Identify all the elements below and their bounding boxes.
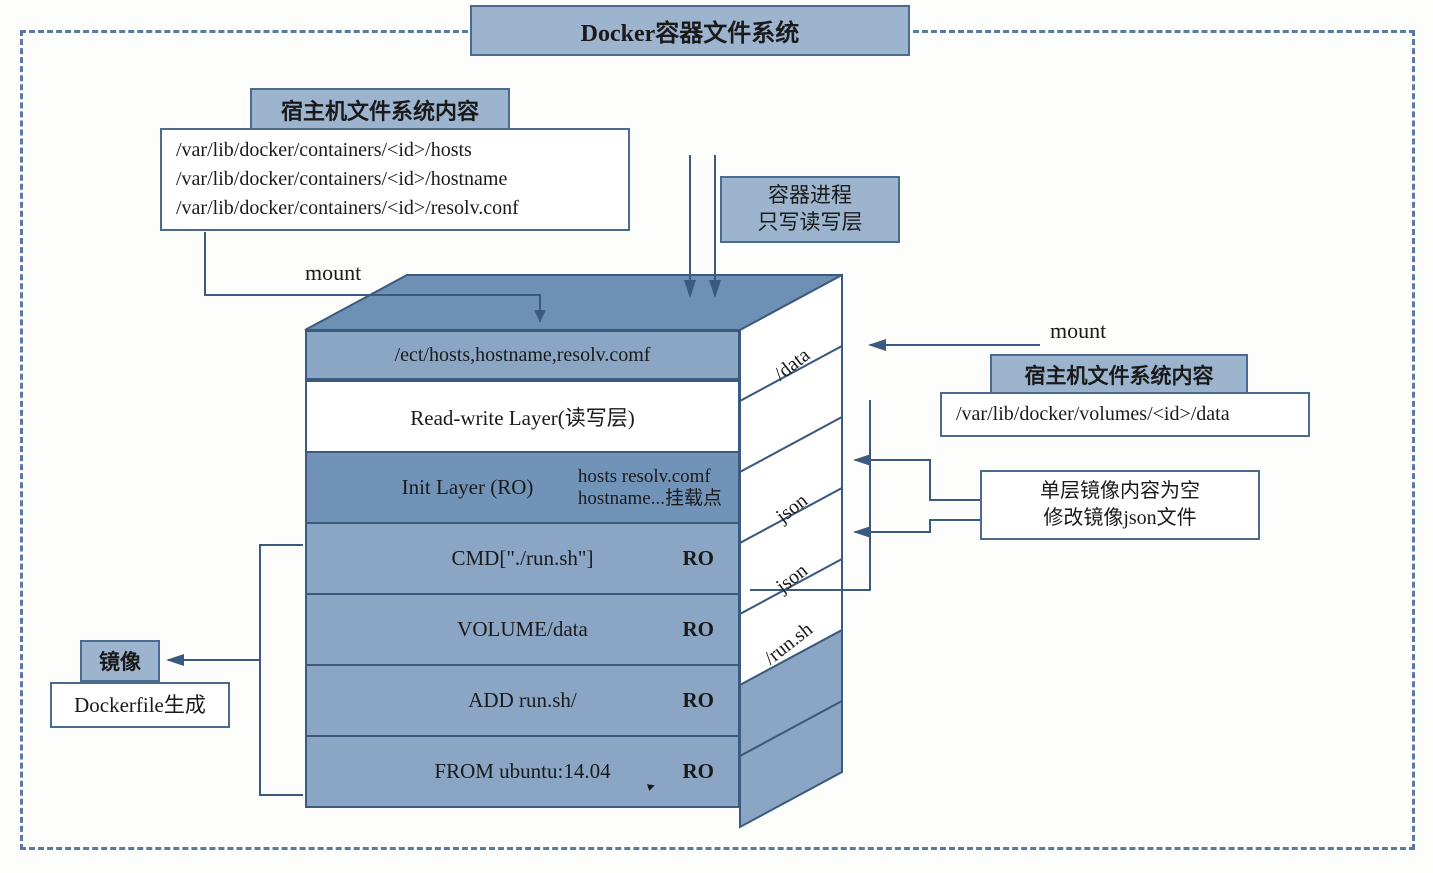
layer-rw: Read-write Layer(读写层) xyxy=(305,380,740,453)
container-process-box: 容器进程 只写读写层 xyxy=(720,176,900,243)
layer-add-text: ADD run.sh/ xyxy=(468,688,577,713)
layer-add: ADD run.sh/ RO xyxy=(305,664,740,737)
layer-from-text: FROM ubuntu:14.04 xyxy=(434,759,610,784)
layer-add-ro: RO xyxy=(683,688,715,713)
layer-cmd: CMD["./run.sh"] RO xyxy=(305,522,740,595)
host-fs-header-right: 宿主机文件系统内容 xyxy=(990,354,1248,396)
layer-volume-text: VOLUME/data xyxy=(457,617,588,642)
mount-label-right: mount xyxy=(1050,318,1106,344)
mount-label-left: mount xyxy=(305,260,361,286)
dockerfile-label: Dockerfile生成 xyxy=(50,682,230,728)
diagram-title: Docker容器文件系统 xyxy=(470,5,910,56)
layer-rw-text: Read-write Layer(读写层) xyxy=(410,402,635,432)
layer-stack: Read-write Layer(读写层) Init Layer (RO) ho… xyxy=(305,380,740,808)
host-fs-line3: /var/lib/docker/containers/<id>/resolv.c… xyxy=(176,194,614,223)
host-fs-content-right: /var/lib/docker/volumes/<id>/data xyxy=(940,392,1310,437)
layer-cmd-text: CMD["./run.sh"] xyxy=(452,546,594,571)
layer-init: Init Layer (RO) hosts resolv.comf hostna… xyxy=(305,451,740,524)
image-label: 镜像 xyxy=(80,640,160,682)
layer-top-paths: /ect/hosts,hostname,resolv.comf xyxy=(305,330,740,380)
host-fs-header-left: 宿主机文件系统内容 xyxy=(250,88,510,132)
layer-volume: VOLUME/data RO xyxy=(305,593,740,666)
host-fs-content-left: /var/lib/docker/containers/<id>/hosts /v… xyxy=(160,128,630,231)
host-fs-line1: /var/lib/docker/containers/<id>/hosts xyxy=(176,136,614,165)
json-note-box: 单层镜像内容为空 修改镜像json文件 xyxy=(980,470,1260,540)
layer-init-extra: hosts resolv.comf hostname...挂载点 xyxy=(578,466,722,510)
layer-from-ro: RO xyxy=(683,759,715,784)
host-fs-line2: /var/lib/docker/containers/<id>/hostname xyxy=(176,165,614,194)
layer-init-text: Init Layer (RO) xyxy=(402,475,534,500)
layer-cmd-ro: RO xyxy=(683,546,715,571)
layer-from: FROM ubuntu:14.04 RO xyxy=(305,735,740,808)
layer-volume-ro: RO xyxy=(683,617,715,642)
